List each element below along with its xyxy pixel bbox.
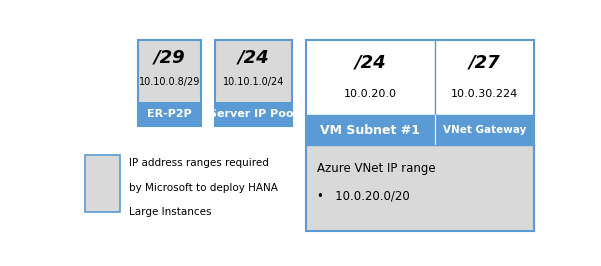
Bar	[85, 155, 120, 212]
Text: 10.0.20.0: 10.0.20.0	[344, 89, 397, 99]
Text: 10.10.1.0/24: 10.10.1.0/24	[222, 77, 284, 87]
Text: VNet Gateway: VNet Gateway	[442, 125, 526, 135]
Text: Azure VNet IP range: Azure VNet IP range	[317, 162, 436, 175]
Bar	[215, 40, 291, 126]
Bar	[138, 40, 201, 102]
Text: IP address ranges required: IP address ranges required	[129, 158, 269, 168]
Bar	[138, 102, 201, 126]
Bar	[306, 40, 534, 115]
Bar	[306, 145, 534, 231]
Bar	[138, 40, 201, 126]
Bar	[306, 115, 534, 145]
Text: /27: /27	[468, 54, 500, 72]
Text: VM Subnet #1: VM Subnet #1	[320, 124, 420, 137]
Text: /24: /24	[355, 54, 386, 72]
Text: •   10.0.20.0/20: • 10.0.20.0/20	[317, 190, 410, 203]
Text: 10.10.0.8/29: 10.10.0.8/29	[139, 77, 200, 87]
Bar	[215, 102, 291, 126]
Text: 10.0.30.224: 10.0.30.224	[451, 89, 518, 99]
Text: ER-P2P: ER-P2P	[147, 109, 192, 119]
Text: /29: /29	[154, 48, 185, 66]
Text: Server IP Pool: Server IP Pool	[209, 109, 297, 119]
Text: /24: /24	[237, 48, 269, 66]
Text: by Microsoft to deploy HANA: by Microsoft to deploy HANA	[129, 182, 278, 193]
Text: Large Instances: Large Instances	[129, 207, 211, 217]
Bar	[306, 40, 534, 231]
Bar	[215, 40, 291, 102]
